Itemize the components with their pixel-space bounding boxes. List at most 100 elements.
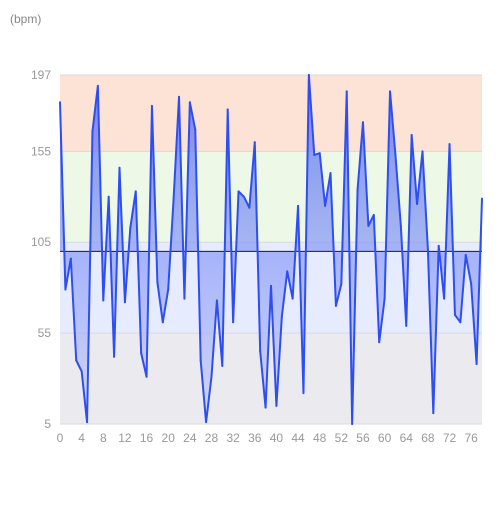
data-point: [372, 213, 375, 216]
data-point: [389, 90, 392, 93]
x-axis-ticks: 0 4 8 12 16 20 24 28 32 36 40 44 48 52 56 60 64 68 72 76: [57, 431, 479, 445]
data-point: [205, 421, 208, 424]
data-point: [470, 283, 473, 286]
y-axis-unit-label: (bpm): [10, 12, 41, 26]
data-point: [140, 352, 143, 355]
data-point: [172, 197, 175, 200]
data-point: [378, 341, 381, 344]
data-point: [459, 321, 462, 324]
area-fill: [60, 75, 482, 424]
data-point: [361, 121, 364, 124]
data-point: [297, 204, 300, 207]
data-point: [75, 359, 78, 362]
x-tick-label: 16: [140, 431, 154, 445]
data-point: [270, 284, 272, 287]
data-point: [221, 364, 224, 367]
data-point: [194, 128, 197, 131]
data-point: [481, 197, 483, 200]
data-point: [113, 355, 116, 358]
x-tick-label: 32: [226, 431, 240, 445]
y-tick-label: 197: [31, 68, 51, 82]
x-tick-label: 40: [270, 431, 284, 445]
data-point: [432, 412, 435, 415]
data-point: [167, 288, 170, 291]
series-area: [60, 75, 482, 424]
x-tick-label: 12: [118, 431, 132, 445]
data-point: [443, 297, 446, 300]
data-point: [416, 203, 419, 206]
data-point: [118, 166, 121, 169]
data-point: [453, 313, 456, 316]
x-tick-label: 72: [443, 431, 457, 445]
data-point: [86, 421, 89, 424]
data-point: [188, 101, 191, 104]
data-point: [410, 133, 413, 136]
data-point: [91, 130, 94, 133]
data-point: [259, 350, 262, 353]
data-point: [280, 315, 283, 318]
x-tick-label: 56: [356, 431, 370, 445]
data-point: [210, 375, 213, 378]
data-point: [286, 270, 289, 273]
x-tick-label: 4: [78, 431, 85, 445]
x-tick-label: 36: [248, 431, 262, 445]
data-point: [394, 153, 397, 156]
x-tick-label: 20: [162, 431, 176, 445]
data-point: [96, 84, 99, 87]
data-point: [302, 392, 305, 395]
data-point: [426, 248, 429, 251]
data-point: [464, 253, 467, 256]
data-point: [356, 188, 359, 191]
data-point: [324, 204, 327, 207]
x-tick-label: 8: [100, 431, 107, 445]
data-point: [405, 324, 408, 327]
x-tick-label: 52: [335, 431, 349, 445]
data-point: [80, 370, 83, 373]
data-point: [248, 206, 251, 209]
data-point: [69, 257, 72, 260]
data-point: [242, 195, 245, 198]
data-point: [275, 404, 278, 407]
data-point: [215, 299, 218, 302]
y-tick-label: 5: [44, 417, 51, 431]
data-point: [334, 304, 337, 307]
x-tick-label: 24: [183, 431, 197, 445]
data-point: [253, 141, 256, 144]
y-tick-label: 105: [31, 235, 51, 249]
data-point: [161, 321, 164, 324]
data-point: [367, 224, 370, 227]
data-point: [199, 359, 202, 362]
data-point: [178, 95, 181, 98]
x-tick-label: 60: [378, 431, 392, 445]
data-point: [475, 363, 478, 366]
y-tick-label: 155: [31, 144, 51, 158]
data-point: [64, 288, 67, 291]
data-point: [156, 281, 159, 284]
data-point: [145, 375, 148, 378]
data-point: [129, 226, 132, 229]
data-point: [437, 244, 440, 247]
data-point: [340, 283, 343, 286]
data-point: [150, 104, 153, 107]
x-tick-label: 64: [400, 431, 414, 445]
series-line: [59, 74, 483, 425]
x-tick-label: 48: [313, 431, 327, 445]
data-point: [59, 101, 61, 104]
band-0: [60, 75, 482, 152]
data-point: [345, 90, 348, 93]
data-point: [183, 297, 186, 300]
x-tick-label: 28: [205, 431, 219, 445]
data-point: [329, 172, 332, 175]
y-tick-label: 55: [38, 326, 52, 340]
data-point: [232, 321, 235, 324]
data-point: [421, 150, 424, 153]
data-point: [237, 190, 240, 193]
data-point: [383, 297, 386, 300]
data-point: [448, 143, 451, 146]
data-point: [226, 108, 229, 111]
data-point: [291, 297, 294, 300]
data-point: [134, 190, 137, 193]
